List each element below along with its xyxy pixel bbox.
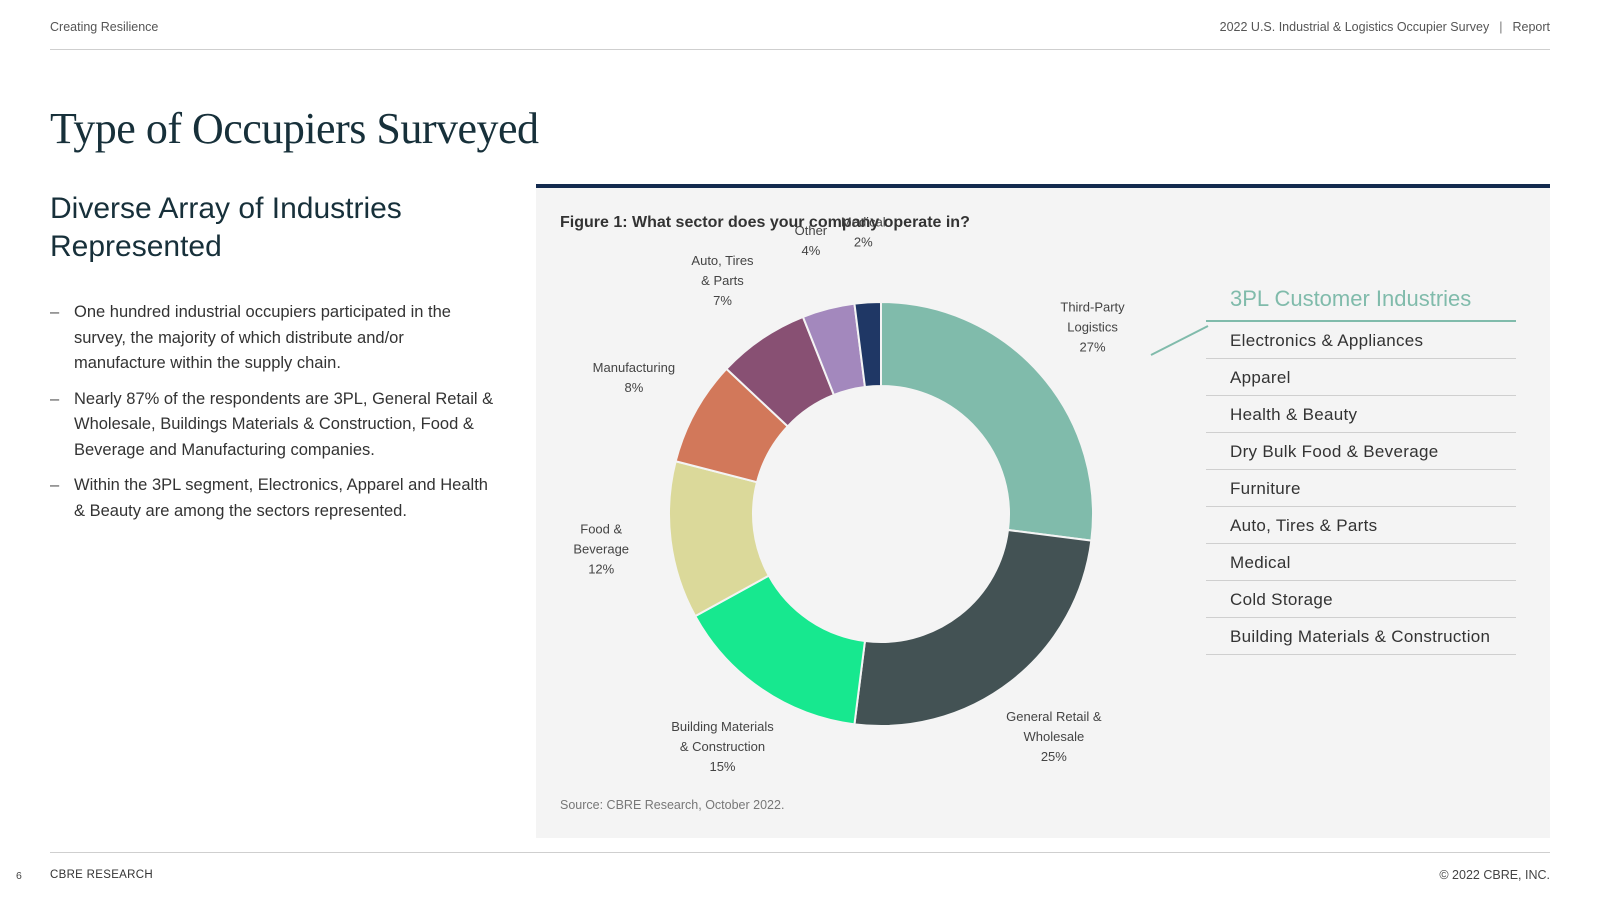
- industry-item: Cold Storage: [1206, 581, 1516, 618]
- figure-title: Figure 1: What sector does your company …: [560, 214, 970, 231]
- industry-item: Dry Bulk Food & Beverage: [1206, 433, 1516, 470]
- slice-label-value: 8%: [624, 380, 643, 395]
- donut-slice-medical: [853, 300, 882, 389]
- bullet-text: One hundred industrial occupiers partici…: [74, 303, 451, 372]
- customer-industries-list: Electronics & Appliances Apparel Health …: [1206, 322, 1516, 655]
- slice-label-value: 7%: [713, 293, 732, 308]
- slice-label-name: Logistics: [1067, 320, 1118, 335]
- bullet-list: – One hundred industrial occupiers partic…: [50, 300, 500, 534]
- copyright: © 2022 CBRE, INC.: [1439, 868, 1550, 882]
- page-number: 6: [16, 870, 22, 882]
- footer-brand: CBRE RESEARCH: [50, 869, 153, 881]
- industry-item: Medical: [1206, 544, 1516, 581]
- donut-chart: Third-Party Logistics 27% General Retail & W…: [573, 215, 1125, 775]
- bullet-dash: –: [50, 303, 60, 321]
- header-right: 2022 U.S. Industrial & Logistics Occupie…: [1220, 20, 1550, 34]
- industry-item: Electronics & Appliances: [1206, 322, 1516, 359]
- customer-industries-title: 3PL Customer Industries: [1206, 286, 1516, 322]
- figure-panel: Figure 1: What sector does your company …: [536, 184, 1550, 838]
- header-separator: |: [1499, 20, 1503, 34]
- slice-label-name: & Construction: [680, 739, 765, 754]
- slice-label-value: 25%: [1041, 749, 1067, 764]
- bullet-text: Within the 3PL segment, Electronics, App…: [74, 476, 488, 520]
- donut-slice-third-party-logistics: [880, 300, 1094, 542]
- bullet-item: – Within the 3PL segment, Electronics, Ap…: [50, 473, 500, 524]
- slice-label: General Retail & Wholesale 25%: [1006, 709, 1102, 764]
- slice-label-value: 4%: [801, 243, 820, 258]
- header-left-title: Creating Resilience: [50, 20, 159, 34]
- bullet-dash: –: [50, 389, 60, 408]
- industry-item: Furniture: [1206, 470, 1516, 507]
- bullet-text: Nearly 87% of the respondents are 3PL, G…: [74, 389, 494, 459]
- slice-label-name: General Retail &: [1006, 709, 1102, 724]
- slice-label-value: 15%: [709, 759, 735, 774]
- connector-line: [1150, 325, 1209, 356]
- slice-label-name: Building Materials: [671, 719, 774, 734]
- customer-industries-panel: 3PL Customer Industries Electronics & Ap…: [1206, 286, 1516, 655]
- industry-item: Apparel: [1206, 359, 1516, 396]
- figure-source: Source: CBRE Research, October 2022.: [560, 798, 785, 812]
- header-section: Report: [1512, 20, 1550, 34]
- industry-item: Building Materials & Construction: [1206, 618, 1516, 655]
- slice-label: Manufacturing 8%: [593, 360, 675, 395]
- bullet-item: – One hundred industrial occupiers partic…: [50, 300, 500, 377]
- page-title: Type of Occupiers Surveyed: [50, 104, 539, 153]
- header-report-title: 2022 U.S. Industrial & Logistics Occupie…: [1219, 20, 1490, 34]
- slice-label-name: Other: [795, 223, 828, 238]
- bullet-dash: –: [50, 476, 60, 494]
- slice-label-name: Third-Party: [1060, 300, 1125, 315]
- slice-label-value: 27%: [1080, 340, 1106, 355]
- slice-label-name: Food &: [580, 521, 622, 536]
- slice-label-value: 12%: [588, 561, 614, 576]
- slice-label: Other 4%: [795, 223, 828, 258]
- slice-label: Third-Party Logistics 27%: [1060, 300, 1125, 355]
- donut-slice-general-retail-wholesale: [853, 528, 1093, 727]
- bullet-item: – Nearly 87% of the respondents are 3PL, …: [50, 387, 500, 464]
- slice-label-name: Beverage: [573, 541, 629, 556]
- slice-label-name: Auto, Tires: [691, 253, 754, 268]
- slice-label: Food & Beverage 12%: [573, 521, 629, 576]
- slice-label-name: Wholesale: [1023, 729, 1084, 744]
- slice-label-name: Manufacturing: [593, 360, 675, 375]
- slice-label-value: 2%: [854, 235, 873, 250]
- industry-item: Health & Beauty: [1206, 396, 1516, 433]
- header-divider: [50, 49, 1550, 50]
- section-subhead: Diverse Array of Industries Represented: [50, 192, 402, 263]
- slice-label: Auto, Tires & Parts 7%: [691, 253, 754, 308]
- footer-divider: [50, 852, 1550, 853]
- slice-label-name: Medical: [841, 215, 886, 230]
- industry-item: Auto, Tires & Parts: [1206, 507, 1516, 544]
- slice-label: Building Materials & Construction 15%: [671, 719, 774, 774]
- slice-label-name: & Parts: [701, 273, 744, 288]
- slice-label: Medical 2%: [841, 215, 886, 250]
